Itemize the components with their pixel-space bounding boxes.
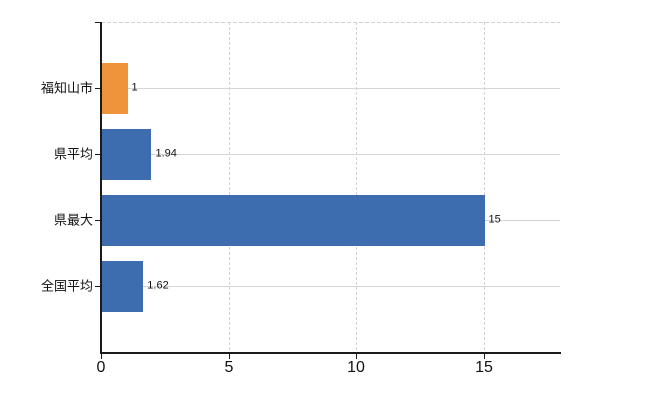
category-label: 県最大: [53, 212, 93, 228]
v-gridline: [229, 22, 230, 352]
x-axis-tick: [356, 353, 357, 359]
y-axis-tick: [95, 285, 101, 287]
category-label: 福知山市: [40, 80, 93, 96]
bar: [102, 194, 485, 246]
v-gridline: [484, 22, 485, 352]
x-axis-tick: [484, 353, 485, 359]
category-label: 県平均: [53, 146, 93, 162]
y-axis-end-tick: [95, 22, 101, 23]
x-axis: [100, 352, 561, 354]
plot-area: 1 1.94 15 1.62: [101, 22, 560, 352]
y-axis-tick: [95, 219, 101, 221]
plot-top-border: [101, 22, 560, 23]
bar: [102, 260, 144, 312]
h-gridline: [101, 285, 560, 287]
bar-value-label: 1: [131, 81, 138, 94]
h-gridline: [101, 87, 560, 89]
x-axis-tick-label: 5: [224, 359, 234, 376]
x-axis-tick-label: 10: [347, 359, 365, 376]
y-axis-tick: [95, 153, 101, 155]
x-axis-tick-label: 0: [96, 359, 106, 376]
bar: [102, 128, 152, 180]
bar: [102, 62, 128, 114]
x-axis-tick: [101, 353, 102, 359]
v-gridline: [356, 22, 357, 352]
y-axis: [100, 22, 102, 352]
y-axis-tick: [95, 87, 101, 89]
bar-value-label: 15: [488, 213, 501, 226]
bar-value-label: 1.94: [155, 147, 177, 160]
bar-value-label: 1.62: [147, 279, 169, 292]
x-axis-tick-label: 15: [475, 359, 493, 376]
h-gridline: [101, 153, 560, 155]
x-axis-tick: [229, 353, 230, 359]
category-label: 全国平均: [40, 278, 93, 294]
